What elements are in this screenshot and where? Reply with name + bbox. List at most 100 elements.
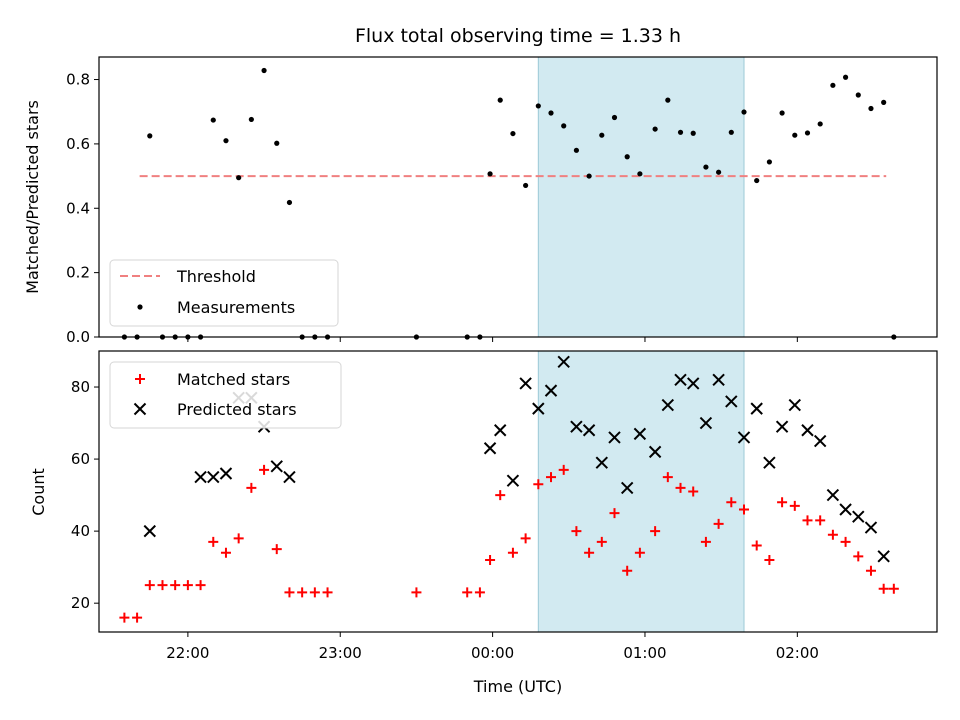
count-panel: 20 40 60 80 22:00 23:00 00:00 01:00 02:00 Matched… [71, 350, 938, 662]
matched-stars-point [584, 547, 595, 558]
measurement-point [548, 110, 554, 116]
predicted-stars-point [750, 402, 763, 415]
matched-stars-point [571, 526, 582, 537]
predicted-stars-point [219, 467, 233, 480]
matched-stars-point [713, 518, 724, 529]
legend-predicted-label: Predicted stars [177, 400, 297, 419]
matched-stars-point [609, 508, 620, 519]
bottom-legend-box [109, 361, 342, 429]
bottom-legend: Matched stars Predicted stars [109, 361, 342, 429]
matched-stars-point [622, 565, 633, 576]
measurement-point [690, 130, 696, 136]
top-y-axis-label: Matched/Predicted stars [23, 100, 42, 294]
matched-stars-point [485, 554, 496, 565]
measurement-point [599, 132, 605, 138]
legend-threshold-label: Threshold [176, 267, 256, 286]
measurement-point [830, 82, 836, 88]
matched-stars-point [144, 580, 155, 591]
measurement-point [523, 182, 529, 189]
matched-stars-point [650, 526, 661, 537]
chart-title: Flux total observing time = 1.33 h [355, 25, 681, 47]
matched-stars-point [309, 587, 320, 598]
top-y-tick-label: 0.8 [66, 71, 90, 89]
measurement-point [881, 99, 887, 105]
bottom-y-tick-label: 80 [71, 378, 90, 396]
measurement-point [210, 117, 216, 123]
measurement-point [497, 97, 503, 103]
matched-stars-point [284, 587, 295, 598]
predicted-stars-point [813, 434, 827, 448]
measurement-point [842, 74, 849, 80]
predicted-stars-point [582, 424, 596, 437]
matched-stars-point [157, 580, 168, 591]
predicted-stars-point [699, 416, 713, 430]
predicted-stars-point [674, 373, 687, 387]
measurement-point [510, 130, 516, 137]
measurement-point [624, 154, 630, 160]
measurement-point [652, 126, 658, 132]
matched-stars-point [119, 612, 130, 623]
matched-stars-point [751, 540, 762, 551]
predicted-stars-point [788, 398, 802, 412]
matched-stars-point [558, 464, 569, 475]
matched-stars-point [195, 580, 206, 591]
measurement-point [703, 164, 709, 170]
predicted-stars-point [506, 474, 520, 487]
measurement-point [487, 171, 493, 177]
measurement-point [261, 67, 267, 74]
measurement-point [147, 133, 153, 139]
measurement-point [792, 132, 798, 138]
matched-stars-point [726, 497, 737, 508]
predicted-stars-point [143, 524, 156, 538]
top-y-tick-label: 0.2 [66, 264, 90, 282]
x-tick-label: 23:00 [319, 644, 362, 662]
predicted-stars-point [532, 402, 545, 415]
matched-stars-point [170, 580, 181, 591]
matched-stars-point [533, 479, 544, 490]
predicted-stars-point [207, 470, 220, 484]
measurement-point [611, 114, 618, 121]
matched-stars-point [634, 547, 645, 558]
predicted-stars-point [839, 503, 852, 516]
matched-stars-point [596, 536, 607, 547]
predicted-stars-point [194, 470, 207, 484]
matched-stars-point [462, 587, 473, 598]
legend-measurements-swatch [137, 304, 143, 310]
predicted-stars-point [775, 420, 789, 433]
measurement-point [817, 121, 823, 127]
measurement-point [586, 173, 592, 179]
predicted-stars-point [661, 398, 675, 412]
matched-stars-point [802, 515, 813, 526]
matched-stars-point [546, 472, 557, 483]
bottom-y-tick-label: 60 [71, 450, 90, 468]
measurement-point [573, 147, 580, 153]
legend-predicted-swatch [133, 402, 147, 416]
predicted-stars-point [763, 456, 776, 469]
predicted-stars-point [648, 445, 662, 459]
top-legend: Threshold Measurements [109, 259, 339, 327]
matched-stars-point [220, 547, 231, 558]
matched-stars-point [878, 583, 889, 594]
measurement-point [637, 171, 643, 177]
predicted-stars-point [712, 373, 725, 387]
predicted-stars-point [852, 510, 865, 523]
matched-stars-point [789, 500, 800, 511]
predicted-stars-point [595, 456, 609, 469]
matched-stars-point [865, 565, 876, 576]
predicted-stars-point [544, 384, 558, 397]
bottom-y-tick-label: 40 [71, 522, 90, 540]
predicted-stars-point [557, 355, 570, 369]
top-y-tick-label: 0.0 [66, 328, 90, 346]
top-shaded-region [537, 56, 745, 338]
measurement-point [868, 105, 874, 112]
measurement-point [855, 92, 861, 98]
predicted-stars-point [483, 442, 497, 455]
measurement-point [766, 159, 773, 165]
bottom-axes-frame [98, 350, 938, 633]
matched-stars-point [827, 529, 838, 540]
x-tick-label: 00:00 [471, 644, 514, 662]
x-axis-label: Time (UTC) [473, 677, 562, 696]
x-tick-label: 02:00 [776, 644, 819, 662]
matched-stars-point [507, 547, 518, 558]
